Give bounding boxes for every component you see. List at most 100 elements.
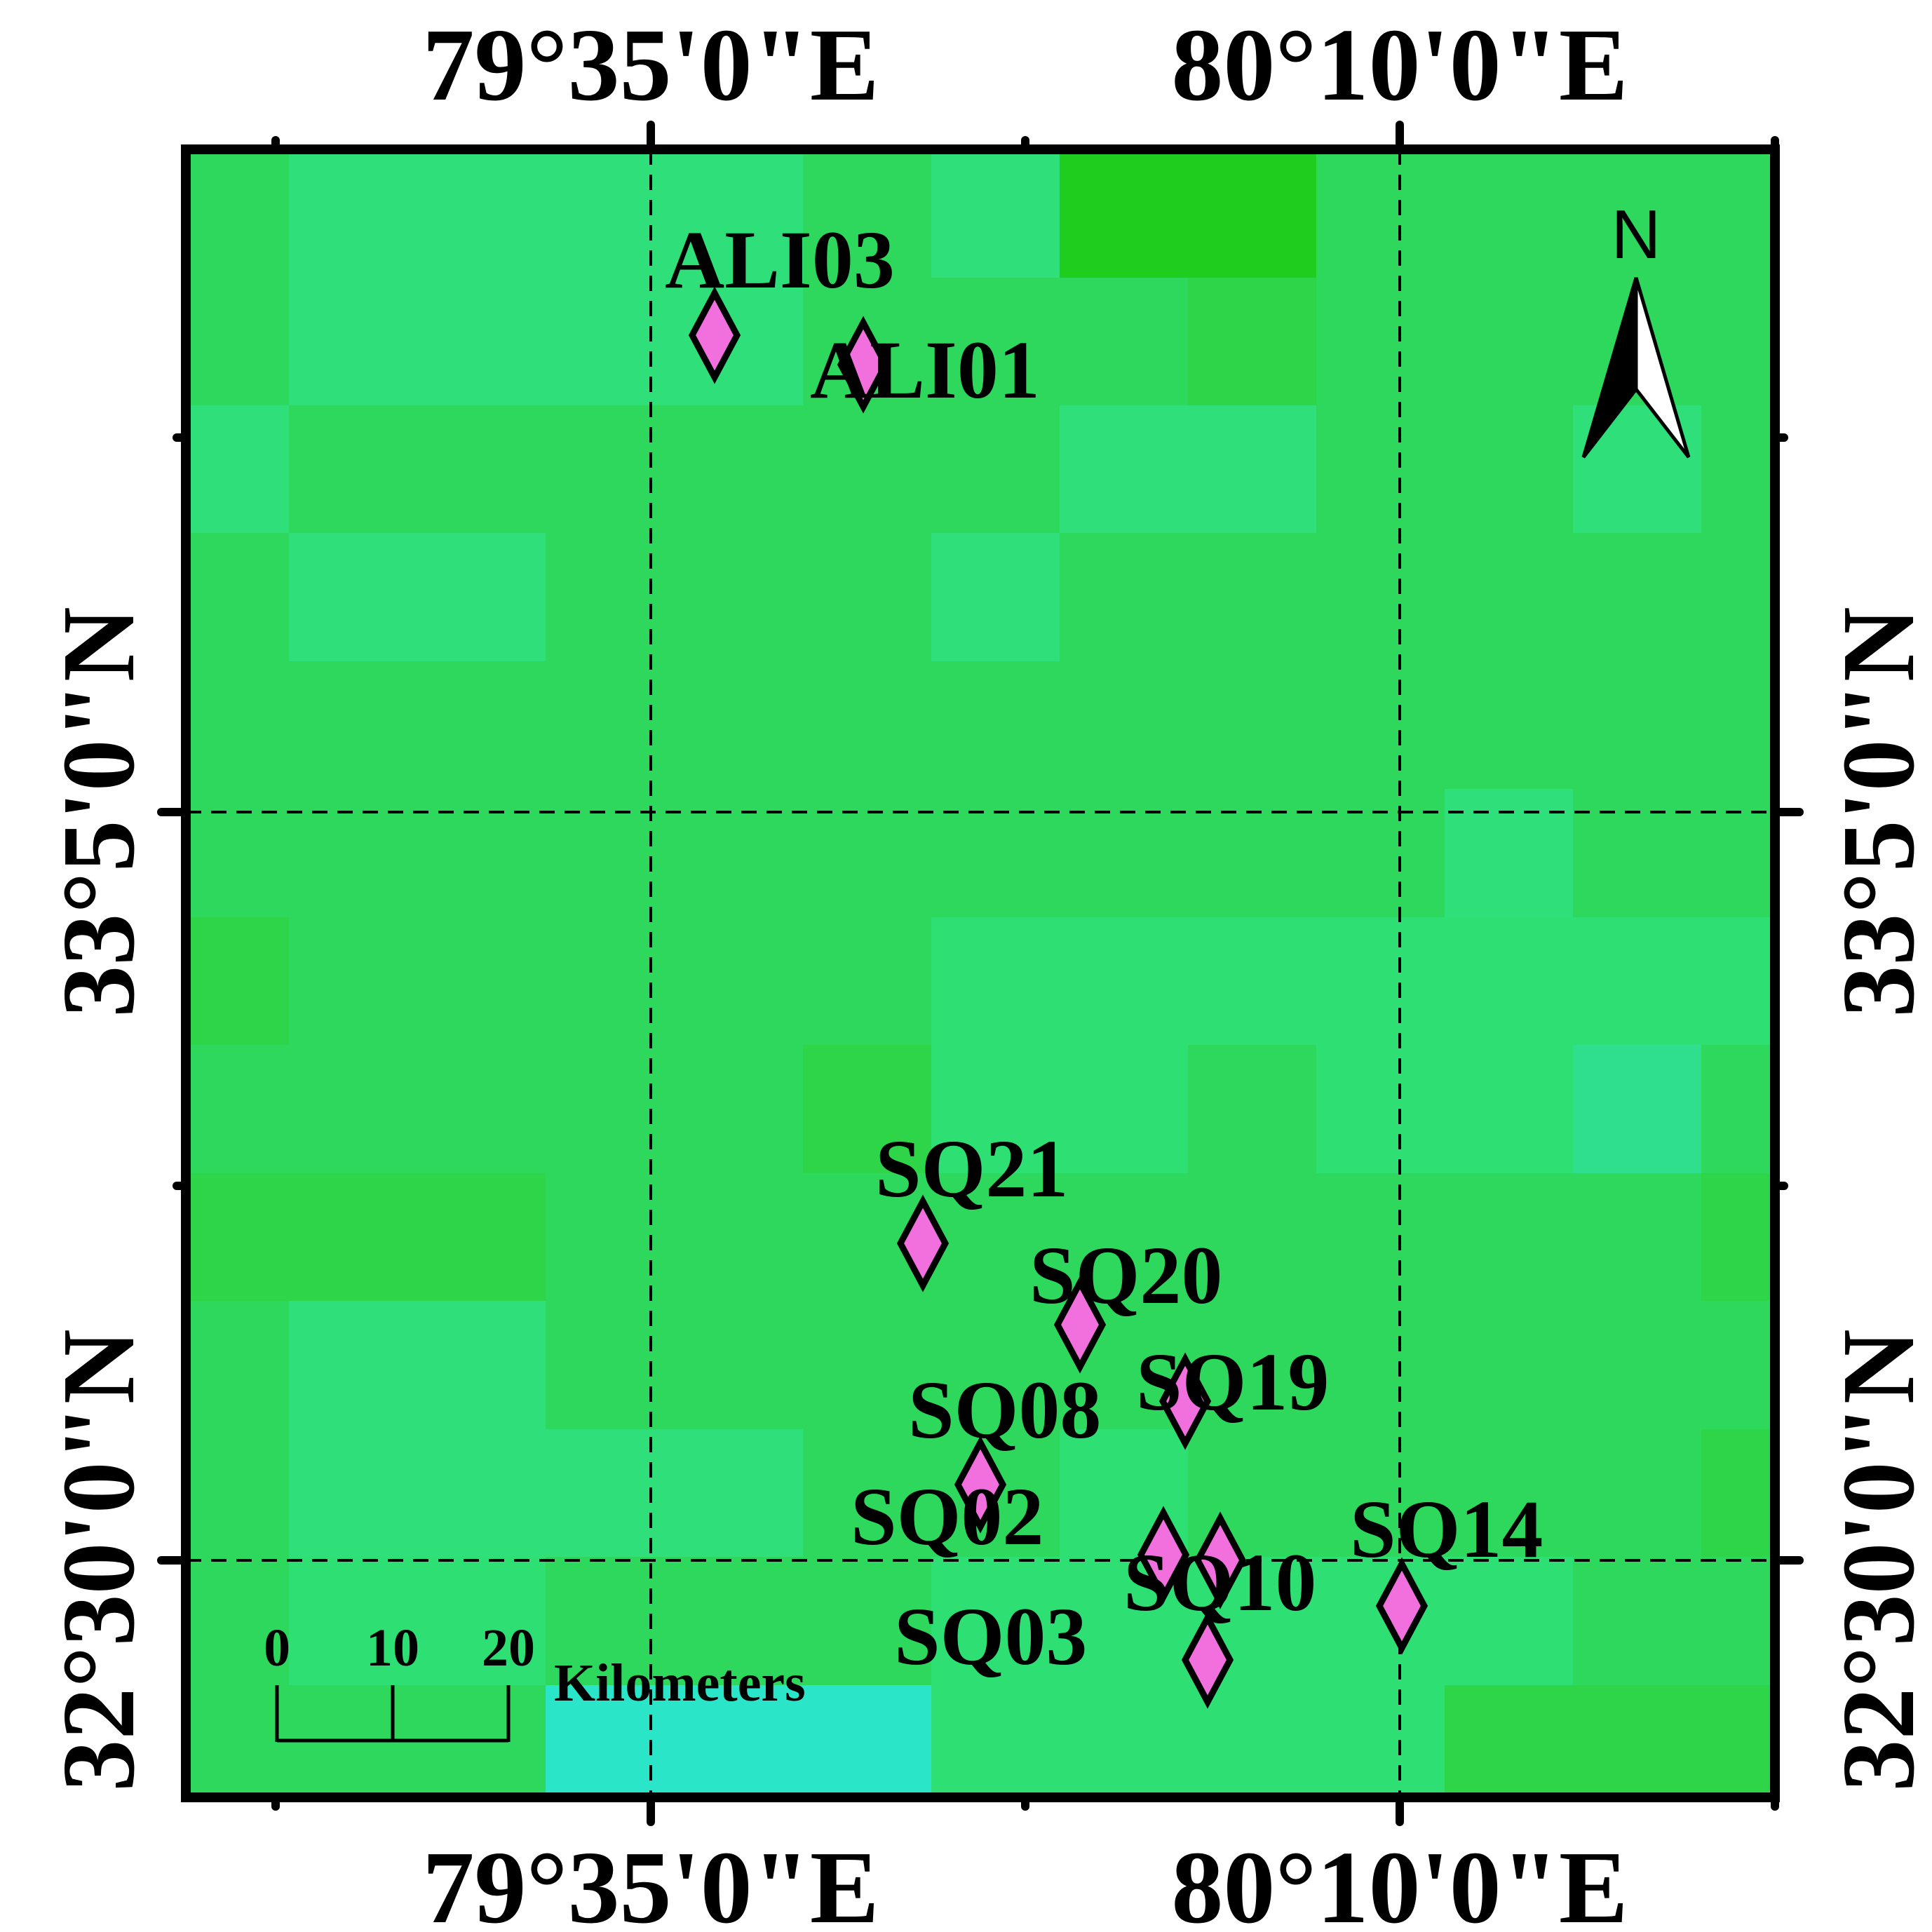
raster-cell: [1573, 149, 1702, 278]
site-marker-sq02: [1137, 1506, 1190, 1604]
raster-cell: [1573, 533, 1702, 662]
raster-cell: [1573, 1557, 1702, 1686]
raster-cell: [1701, 1429, 1776, 1558]
raster-cell: [931, 1301, 1060, 1430]
raster-cell: [289, 278, 546, 406]
raster-cell: [186, 1301, 290, 1430]
raster-cell: [1316, 1429, 1445, 1558]
raster-cell: [289, 1045, 546, 1174]
site-label-ali01: ALI01: [810, 324, 1040, 416]
raster-cell: [1701, 1173, 1776, 1302]
raster-cell: [1445, 661, 1574, 790]
raster-cell: [1573, 789, 1702, 918]
site-label-sq03: SQ03: [894, 1590, 1087, 1682]
raster-cell: [186, 1557, 290, 1686]
raster-cell: [803, 1685, 932, 1798]
raster-cell: [931, 405, 1060, 534]
raster-cell: [1316, 278, 1445, 406]
site-label-sq19: SQ19: [1136, 1336, 1329, 1428]
raster-cell: [931, 278, 1060, 406]
lat-label-right-1: 33°5'0"N: [1821, 607, 1932, 1017]
raster-cell: [1316, 1557, 1445, 1686]
north-arrow: N: [1581, 196, 1691, 459]
site-marker-sq20: [1053, 1276, 1107, 1374]
north-arrow-icon: [1581, 277, 1691, 459]
site-marker-sq19: [1158, 1352, 1212, 1450]
raster-cell: [1060, 405, 1189, 534]
raster-cell: [1445, 405, 1574, 534]
raster-cell: [1060, 533, 1189, 662]
raster-cell: [1060, 278, 1189, 406]
raster-cell: [1188, 278, 1317, 406]
raster-cell: [1060, 1685, 1189, 1798]
raster-cell: [931, 661, 1060, 790]
raster-cell: [546, 1045, 804, 1174]
raster-cell: [1573, 661, 1702, 790]
raster-cell: [1188, 789, 1317, 918]
site-marker-ali01: [837, 316, 890, 414]
raster-cell: [1060, 149, 1189, 278]
raster-cell: [1573, 1685, 1702, 1798]
raster-cell: [1701, 1301, 1776, 1430]
raster-cell: [1445, 789, 1574, 918]
raster-cell: [931, 1557, 1060, 1686]
raster-cell: [1445, 1429, 1574, 1558]
lat-label-left-2: 32°30'0"N: [41, 1329, 156, 1791]
raster-cell: [1316, 1173, 1445, 1302]
raster-cell: [931, 1045, 1060, 1174]
raster-cell: [803, 661, 932, 790]
raster-cell: [1701, 149, 1776, 278]
raster-cell: [546, 661, 804, 790]
raster-cell: [1445, 149, 1574, 278]
raster-cell: [1701, 1685, 1776, 1798]
raster-cell: [546, 1557, 804, 1686]
raster-cell: [1188, 1173, 1317, 1302]
raster-cell: [289, 1557, 546, 1686]
site-label-ali03: ALI03: [665, 214, 895, 306]
lat-label-left-1: 33°5'0"N: [41, 607, 156, 1017]
raster-cell: [186, 1045, 290, 1174]
raster-cell: [289, 149, 546, 278]
raster-cell: [186, 917, 290, 1046]
raster-cell: [546, 1685, 804, 1798]
raster-cell: [1445, 1173, 1574, 1302]
scale-bar-label-10: 10: [366, 1619, 419, 1677]
site-marker-sq10: [1194, 1511, 1247, 1609]
raster-cell: [1060, 661, 1189, 790]
raster-cell: [1701, 533, 1776, 662]
raster-cell: [931, 1173, 1060, 1302]
lon-label-bottom-1: 79°35'0"E: [422, 1830, 879, 1932]
raster-cell: [931, 149, 1060, 278]
raster-cell: [289, 789, 546, 918]
raster-cell: [803, 917, 932, 1046]
raster-cell: [546, 405, 804, 534]
north-label: N: [1612, 196, 1661, 273]
raster-cell: [1316, 149, 1445, 278]
raster-cell: [1316, 533, 1445, 662]
raster-cell: [186, 1685, 290, 1798]
site-marker-sq14: [1375, 1557, 1428, 1655]
raster-cell: [1188, 405, 1317, 534]
raster-cell: [289, 1173, 546, 1302]
graticule: [186, 149, 1775, 1797]
raster-cell: [186, 149, 290, 278]
lon-label-top-2: 80°10'0"E: [1171, 8, 1628, 123]
scale-bar-label-20: 20: [482, 1619, 535, 1677]
raster-cell: [1316, 789, 1445, 918]
raster-cell: [803, 149, 932, 278]
lat-label-right-2: 32°30'0"N: [1821, 1329, 1932, 1791]
raster-cell: [1445, 1685, 1574, 1798]
raster-cell: [1060, 1045, 1189, 1174]
raster-cell: [1060, 917, 1189, 1046]
site-marker-sq21: [896, 1194, 950, 1292]
raster-cell: [803, 405, 932, 534]
raster-cell: [186, 789, 290, 918]
raster-cell: [546, 533, 804, 662]
raster-cell: [289, 1301, 546, 1430]
raster-cell: [1316, 917, 1445, 1046]
green-raster-layer: [186, 149, 1776, 1798]
lon-label-top-1: 79°35'0"E: [422, 8, 879, 123]
raster-cell: [931, 789, 1060, 918]
latitude-labels: 33°5'0"N 32°30'0"N 33°5'0"N 32°30'0"N: [41, 607, 1932, 1791]
